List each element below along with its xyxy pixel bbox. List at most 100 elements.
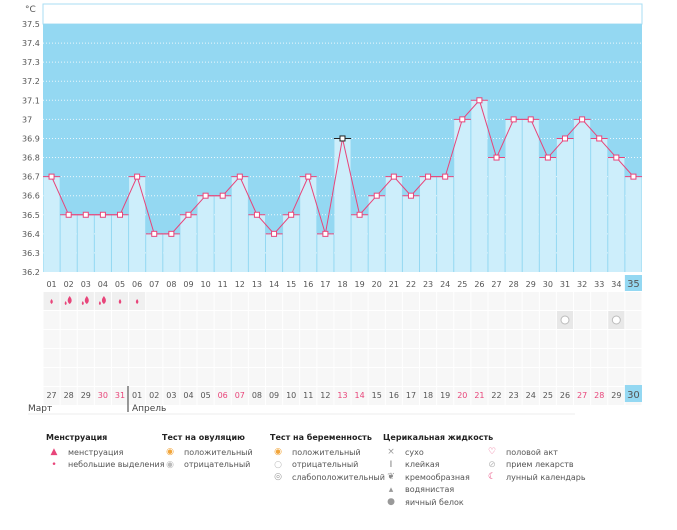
event-cell[interactable] xyxy=(231,330,248,348)
event-cell[interactable] xyxy=(197,330,214,348)
data-point[interactable] xyxy=(82,211,89,218)
temperature-bar[interactable] xyxy=(437,176,454,272)
event-cell[interactable] xyxy=(574,292,591,310)
event-cell[interactable] xyxy=(591,292,608,310)
data-point[interactable] xyxy=(134,173,141,180)
event-cell[interactable] xyxy=(60,330,77,348)
event-cell[interactable] xyxy=(300,330,317,348)
event-cell[interactable] xyxy=(129,387,146,405)
temperature-bar[interactable] xyxy=(60,214,77,272)
data-point[interactable] xyxy=(493,154,500,161)
data-point[interactable] xyxy=(65,211,72,218)
event-cell[interactable] xyxy=(368,349,385,367)
event-cell[interactable] xyxy=(146,330,163,348)
event-cell[interactable] xyxy=(608,330,625,348)
event-cell[interactable] xyxy=(351,330,368,348)
temperature-bar[interactable] xyxy=(146,233,163,272)
event-cell[interactable] xyxy=(146,368,163,386)
event-cell[interactable] xyxy=(317,387,334,405)
event-cell[interactable] xyxy=(180,349,197,367)
data-point[interactable] xyxy=(99,211,106,218)
event-cell[interactable] xyxy=(454,292,471,310)
x-tick-label[interactable]: 17 xyxy=(320,280,330,289)
event-cell[interactable] xyxy=(351,349,368,367)
event-cell[interactable] xyxy=(420,387,437,405)
data-point[interactable] xyxy=(630,173,637,180)
event-cell[interactable] xyxy=(146,349,163,367)
event-cell[interactable] xyxy=(385,387,402,405)
event-cell[interactable] xyxy=(77,349,94,367)
event-cell[interactable] xyxy=(163,292,180,310)
data-point[interactable] xyxy=(373,192,380,199)
x-tick-label[interactable]: 16 xyxy=(303,280,313,289)
event-cell[interactable] xyxy=(146,311,163,329)
event-cell[interactable] xyxy=(505,349,522,367)
event-cell[interactable] xyxy=(248,349,265,367)
event-cell[interactable] xyxy=(402,368,420,386)
event-cell[interactable] xyxy=(129,330,146,348)
temperature-bar[interactable] xyxy=(163,233,180,272)
data-point[interactable] xyxy=(527,116,534,123)
event-cell[interactable] xyxy=(539,311,556,329)
data-point[interactable] xyxy=(442,173,449,180)
event-cell[interactable] xyxy=(111,387,129,405)
event-cell[interactable] xyxy=(385,330,402,348)
event-cell[interactable] xyxy=(163,368,180,386)
temperature-bar[interactable] xyxy=(334,138,351,272)
data-point[interactable] xyxy=(339,135,346,142)
data-point[interactable] xyxy=(544,154,551,161)
temperature-bar[interactable] xyxy=(351,214,368,272)
data-point[interactable] xyxy=(596,135,603,142)
event-cell[interactable] xyxy=(488,349,505,367)
x-tick-label[interactable]: 31 xyxy=(560,280,570,289)
temperature-bar[interactable] xyxy=(43,176,60,272)
data-point[interactable] xyxy=(459,116,466,123)
event-cell[interactable] xyxy=(231,349,248,367)
event-cell[interactable] xyxy=(368,368,385,386)
event-cell[interactable] xyxy=(556,349,574,367)
event-cell[interactable] xyxy=(231,311,248,329)
event-cell[interactable] xyxy=(300,368,317,386)
event-cell[interactable] xyxy=(437,349,454,367)
event-cell[interactable] xyxy=(574,311,591,329)
event-cell[interactable] xyxy=(539,387,556,405)
data-point[interactable] xyxy=(117,211,124,218)
x-tick-label[interactable]: 33 xyxy=(594,280,604,289)
event-cell[interactable] xyxy=(334,387,351,405)
data-point[interactable] xyxy=(48,173,55,180)
event-cell[interactable] xyxy=(488,311,505,329)
event-cell[interactable] xyxy=(214,311,231,329)
x-tick-label[interactable]: 03 xyxy=(81,280,91,289)
temperature-bar[interactable] xyxy=(248,214,265,272)
event-cell[interactable] xyxy=(505,311,522,329)
event-cell[interactable] xyxy=(385,349,402,367)
event-cell[interactable] xyxy=(505,330,522,348)
event-cell[interactable] xyxy=(574,349,591,367)
event-cell[interactable] xyxy=(317,330,334,348)
event-cell[interactable] xyxy=(488,387,505,405)
event-cell[interactable] xyxy=(522,311,539,329)
data-point[interactable] xyxy=(613,154,620,161)
temperature-bar[interactable] xyxy=(317,233,334,272)
data-point[interactable] xyxy=(390,173,397,180)
event-cell[interactable] xyxy=(77,330,94,348)
event-cell[interactable] xyxy=(488,292,505,310)
event-cell[interactable] xyxy=(454,330,471,348)
x-tick-label[interactable]: 35 xyxy=(627,279,640,290)
event-cell[interactable] xyxy=(539,368,556,386)
event-cell[interactable] xyxy=(574,330,591,348)
event-cell[interactable] xyxy=(300,311,317,329)
event-cell[interactable] xyxy=(539,349,556,367)
event-cell[interactable] xyxy=(454,349,471,367)
event-cell[interactable] xyxy=(591,311,608,329)
event-cell[interactable] xyxy=(574,368,591,386)
event-cell[interactable] xyxy=(351,368,368,386)
x-tick-label[interactable]: 05 xyxy=(115,280,125,289)
event-cell[interactable] xyxy=(197,349,214,367)
event-cell[interactable] xyxy=(180,292,197,310)
event-cell[interactable] xyxy=(111,311,129,329)
event-cell[interactable] xyxy=(180,311,197,329)
event-cell[interactable] xyxy=(317,311,334,329)
event-cell[interactable] xyxy=(129,311,146,329)
data-point[interactable] xyxy=(305,173,312,180)
